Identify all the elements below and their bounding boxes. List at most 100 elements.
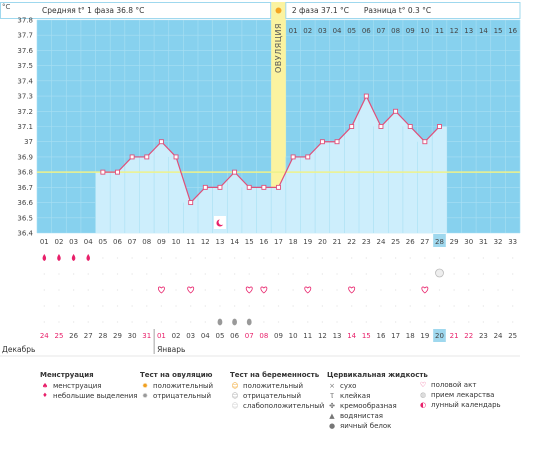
grid-dot	[394, 305, 397, 307]
grid-dot	[482, 321, 485, 323]
grid-dot	[277, 289, 280, 291]
cycle-day-label: 03	[69, 238, 78, 246]
smile-gray-icon: ☺	[231, 392, 239, 400]
calendar-date-label: 09	[274, 332, 283, 340]
grid-dot	[482, 273, 485, 275]
grid-dot	[175, 257, 177, 259]
grid-dot	[380, 289, 382, 291]
cycle-day-label: 33	[508, 238, 517, 246]
temperature-point	[188, 200, 194, 206]
temperature-point	[129, 154, 135, 160]
grid-dot	[277, 273, 280, 275]
cycle-day-label: 06	[113, 238, 122, 246]
grid-dot	[424, 273, 426, 275]
calendar-date-label: 19	[420, 332, 429, 340]
grid-dot	[351, 257, 353, 259]
grid-dot	[409, 257, 411, 259]
phase2-day-label: 05	[347, 27, 356, 35]
temperature-point	[305, 154, 311, 160]
sun-gray-icon: ✹	[142, 392, 148, 400]
grid-dot	[131, 273, 133, 275]
cycle-day-label: 32	[494, 238, 503, 246]
grid-dot	[336, 305, 338, 307]
cycle-day-label: 31	[479, 238, 488, 246]
temperature-point	[334, 139, 340, 145]
cycle-day-label: 19	[303, 238, 312, 246]
cycle-day-label: 24	[376, 238, 385, 246]
heart-icon	[304, 286, 312, 294]
temperature-point	[393, 108, 399, 114]
sticky-icon: Ⲧ	[329, 392, 335, 400]
grid-dot	[116, 257, 119, 259]
grid-dot	[307, 305, 309, 307]
y-tick-label: 36.5	[17, 214, 33, 222]
grid-dot	[58, 273, 60, 275]
grid-dot	[394, 257, 397, 259]
grid-dot	[43, 289, 45, 291]
egg-white-icon	[217, 318, 223, 326]
heart-icon	[187, 286, 195, 294]
grid-dot	[43, 321, 45, 323]
grid-dot	[263, 321, 265, 323]
temperature-point	[202, 184, 208, 190]
grid-dot	[219, 289, 221, 291]
phase2-day-label: 16	[508, 27, 517, 35]
y-tick-label: 37.2	[17, 108, 33, 116]
legend-label: положительный	[153, 382, 214, 390]
cycle-day-label: 29	[450, 238, 459, 246]
heart-icon	[260, 286, 268, 294]
grid-dot	[204, 257, 206, 259]
cycle-day-label: 26	[406, 238, 415, 246]
grid-dot	[263, 273, 265, 275]
grid-dot	[321, 321, 324, 323]
grid-dot	[43, 305, 45, 307]
phase2-day-label: 11	[435, 27, 444, 35]
grid-dot	[424, 257, 426, 259]
grid-dot	[482, 289, 485, 291]
grid-dot	[102, 321, 104, 323]
calendar-date-label: 04	[201, 332, 210, 340]
heart-icon: ♡	[419, 381, 427, 389]
y-tick-label: 37.1	[17, 123, 33, 131]
cycle-day-label: 09	[157, 238, 166, 246]
grid-dot	[248, 273, 250, 275]
y-tick-label: 37.5	[17, 62, 33, 70]
grid-dot	[497, 305, 499, 307]
temperature-point	[349, 124, 355, 129]
calendar-date-label: 21	[450, 332, 459, 340]
calendar-date-label: 23	[479, 332, 488, 340]
grid-dot	[131, 321, 133, 323]
grid-dot	[219, 273, 221, 275]
grid-dot	[204, 273, 206, 275]
grid-dot	[497, 321, 499, 323]
smile-icon: ☺	[231, 382, 239, 390]
grid-dot	[394, 273, 397, 275]
grid-dot	[365, 305, 367, 307]
grid-dot	[146, 289, 148, 291]
grid-dot	[160, 305, 163, 307]
menstruation-drop	[57, 254, 61, 261]
drop-icon: ♠	[41, 382, 49, 390]
grid-dot	[512, 321, 514, 323]
grid-dot	[438, 289, 441, 291]
grid-dot	[453, 321, 455, 323]
calendar-date-label: 07	[245, 332, 254, 340]
today-date-highlight	[433, 329, 446, 342]
grid-dot	[380, 305, 382, 307]
ovulation-label: ОВУЛЯЦИЯ	[274, 23, 283, 73]
cycle-day-label: 01	[40, 238, 49, 246]
moon-icon: ◐	[419, 401, 427, 409]
grid-dot	[482, 257, 485, 259]
phase2-day-label: 06	[362, 27, 371, 35]
temperature-point	[246, 184, 252, 190]
grid-dot	[116, 289, 119, 291]
temperature-point	[232, 169, 238, 175]
calendar-date-label: 11	[303, 332, 312, 340]
grid-dot	[146, 321, 148, 323]
grid-dot	[365, 273, 367, 275]
grid-dot	[263, 305, 265, 307]
heart-icon	[348, 286, 356, 294]
egg-white-icon: ●	[328, 422, 336, 430]
cycle-day-label: 14	[230, 238, 239, 246]
